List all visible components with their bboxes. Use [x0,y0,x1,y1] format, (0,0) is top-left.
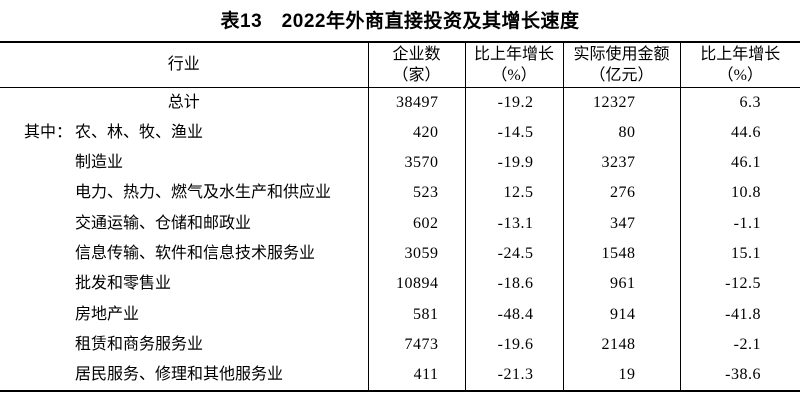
amount-cell: 276 [562,178,680,209]
industry-name-cell: 总计 [167,93,200,111]
amount-cell: 961 [562,269,680,300]
enterprises-growth-cell: -13.1 [464,208,563,239]
enterprises-cell: 38497 [367,87,465,118]
enterprises-cell: 602 [367,208,465,239]
enterprises-cell: 581 [367,299,465,330]
enterprises-cell: 411 [367,360,465,392]
table-row: 制造业 3570 -19.9 3237 46.1 [0,148,800,179]
table-row: 电力、热力、燃气及水生产和供应业 523 12.5 276 10.8 [0,178,800,209]
amount-cell: 19 [562,360,680,392]
industry-name-cell: 租赁和商务服务业 [75,335,204,353]
amount-cell: 80 [562,117,680,149]
amount-cell: 914 [562,299,680,330]
enterprises-growth-cell: -19.2 [464,87,563,118]
amount-growth-cell: 15.1 [679,238,800,270]
enterprises-growth-cell: -48.4 [464,299,563,330]
amount-cell: 1548 [562,238,680,270]
amount-growth-cell: 6.3 [679,87,800,118]
table-title: 表13 2022年外商直接投资及其增长速度 [220,11,580,32]
industry-name: 农、林、牧、渔业 [75,123,204,141]
table-row: 批发和零售业 10894 -18.6 961 -12.5 [0,269,800,300]
amount-growth-cell: -1.1 [679,208,800,239]
enterprises-growth-cell: -19.6 [464,329,563,361]
col-header-growth-amount-label: 比上年增长 [700,45,781,63]
enterprises-cell: 7473 [367,329,465,361]
table-row: 交通运输、仓储和邮政业 602 -13.1 347 -1.1 [0,208,800,239]
enterprises-cell: 523 [367,178,465,209]
enterprises-growth-cell: -18.6 [464,269,563,300]
enterprises-cell: 10894 [367,269,465,300]
amount-cell: 347 [562,208,680,239]
industry-name-cell: 房地产业 [75,305,140,323]
col-header-enterprises-label: 企业数 [392,45,441,63]
col-header-growth-enterprises-unit: （%） [491,66,537,84]
col-header-growth-amount-unit: （%） [717,66,763,84]
enterprises-cell: 3059 [367,238,465,270]
col-header-growth-enterprises-label: 比上年增长 [473,45,554,63]
enterprises-cell: 420 [367,117,465,149]
industry-name-cell: 批发和零售业 [75,275,172,293]
col-header-industry: 行业 [0,42,368,88]
col-header-enterprises: 企业数 （家） [367,42,465,88]
amount-growth-cell: 10.8 [679,178,800,209]
fdi-table: 行业 企业数 （家） 比上年增长 （%） 实际使用金额 （亿元） 比上年增长 （… [0,41,800,393]
table-row: 居民服务、修理和其他服务业 411 -21.3 19 -38.6 [0,360,800,392]
industry-name-cell: 信息传输、软件和信息技术服务业 [75,244,316,262]
amount-growth-cell: 44.6 [679,117,800,149]
col-header-amount-label: 实际使用金额 [573,45,670,63]
col-header-growth-amount: 比上年增长 （%） [679,42,800,88]
enterprises-growth-cell: -24.5 [464,238,563,270]
enterprises-growth-cell: -21.3 [464,360,563,392]
table-row: 信息传输、软件和信息技术服务业 3059 -24.5 1548 15.1 [0,238,800,270]
table-row: 房地产业 581 -48.4 914 -41.8 [0,299,800,330]
enterprises-growth-cell: 12.5 [464,178,563,209]
industry-name-cell: 制造业 [75,154,124,172]
col-header-amount-unit: （亿元） [589,66,654,84]
industry-name-cell: 其中： 农、林、牧、渔业 [0,118,368,148]
header-row: 行业 企业数 （家） 比上年增长 （%） 实际使用金额 （亿元） 比上年增长 （… [0,42,800,88]
amount-cell: 2148 [562,329,680,361]
table-row-total: 总计 38497 -19.2 12327 6.3 [0,87,800,118]
of-which-prefix: 其中： [24,123,73,141]
amount-growth-cell: -12.5 [679,269,800,300]
table-row: 租赁和商务服务业 7473 -19.6 2148 -2.1 [0,329,800,361]
enterprises-cell: 3570 [367,148,465,179]
industry-name-cell: 电力、热力、燃气及水生产和供应业 [75,184,332,202]
col-header-amount: 实际使用金额 （亿元） [562,42,680,88]
industry-name-cell: 居民服务、修理和其他服务业 [75,366,284,384]
col-header-industry-label: 行业 [167,56,200,74]
amount-growth-cell: -41.8 [679,299,800,330]
amount-cell: 12327 [562,87,680,118]
table-row: 其中： 农、林、牧、渔业 420 -14.5 80 44.6 [0,117,800,149]
amount-growth-cell: -38.6 [679,360,800,392]
col-header-growth-enterprises: 比上年增长 （%） [464,42,563,88]
industry-name-cell: 交通运输、仓储和邮政业 [75,214,252,232]
enterprises-growth-cell: -19.9 [464,148,563,179]
enterprises-growth-cell: -14.5 [464,117,563,149]
amount-growth-cell: -2.1 [679,329,800,361]
table-header: 行业 企业数 （家） 比上年增长 （%） 实际使用金额 （亿元） 比上年增长 （… [0,42,800,88]
col-header-enterprises-unit: （家） [392,66,441,84]
amount-cell: 3237 [562,148,680,179]
table-body: 总计 38497 -19.2 12327 6.3 其中： 农、林、牧、渔业 420… [0,87,800,392]
amount-growth-cell: 46.1 [679,148,800,179]
